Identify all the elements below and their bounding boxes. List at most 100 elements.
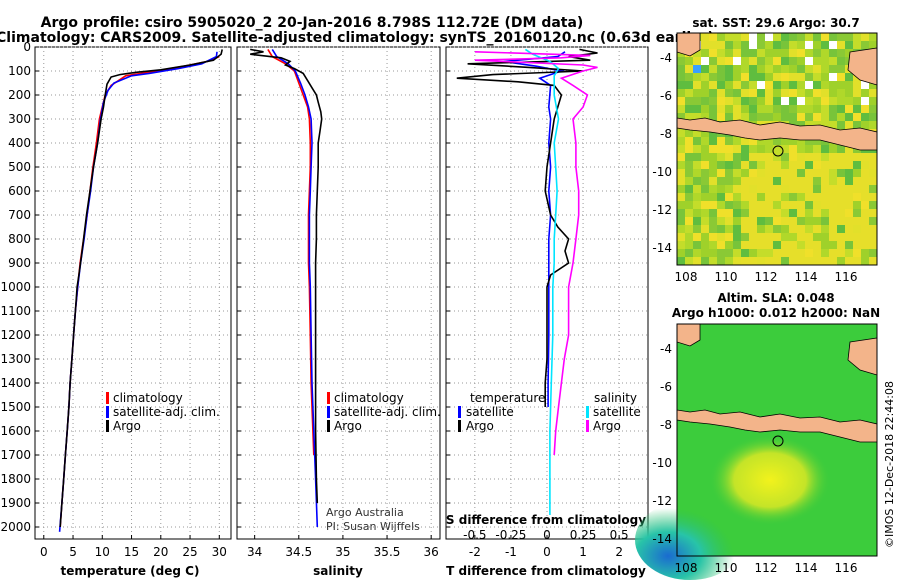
sst-cell — [717, 89, 725, 97]
sst-cell — [773, 257, 781, 265]
sst-cell — [845, 193, 853, 201]
sst-cell — [717, 33, 725, 41]
sst-cell — [797, 177, 805, 185]
sst-cell — [829, 209, 837, 217]
sst-cell — [693, 81, 701, 89]
s-diff-tick-label: -0.25 — [495, 528, 526, 542]
sst-cell — [829, 177, 837, 185]
sst-cell — [693, 89, 701, 97]
sst-cell — [733, 257, 741, 265]
sla-low-anomaly — [635, 500, 745, 580]
sla-map-frame — [676, 323, 878, 557]
map-y-tick-label: -10 — [652, 456, 672, 470]
map-y-tick-label: -8 — [660, 418, 672, 432]
sst-cell — [701, 41, 709, 49]
sst-cell — [845, 113, 853, 121]
sst-cell — [709, 137, 717, 145]
sst-cell — [813, 217, 821, 225]
legend-swatch-climatology — [106, 392, 109, 404]
temperature-axes-box — [34, 46, 232, 540]
sst-cell — [733, 113, 741, 121]
sst-cell — [709, 249, 717, 257]
sst-cell — [773, 49, 781, 57]
sst-cell — [749, 153, 757, 161]
sst-cell — [781, 41, 789, 49]
sst-cell — [757, 137, 765, 145]
sst-cell — [789, 89, 797, 97]
sst-cell — [757, 49, 765, 57]
sst-cell — [805, 81, 813, 89]
sst-cell — [749, 193, 757, 201]
sst-cell — [709, 81, 717, 89]
sst-cell — [749, 185, 757, 193]
sst-map-title: sat. SST: 29.6 Argo: 30.7 — [692, 16, 859, 30]
sst-cell — [741, 169, 749, 177]
sst-cell — [757, 57, 765, 65]
sst-cell — [821, 177, 829, 185]
sst-cell — [829, 113, 837, 121]
sst-cell — [733, 177, 741, 185]
sst-map-cells — [677, 33, 877, 265]
sst-cell — [749, 201, 757, 209]
sst-cell — [789, 209, 797, 217]
salinity-axes-box — [236, 46, 441, 540]
sst-cell — [709, 33, 717, 41]
sst-cell — [733, 73, 741, 81]
sst-cell — [781, 217, 789, 225]
sst-cell — [829, 161, 837, 169]
sst-cell — [725, 89, 733, 97]
sst-cell — [789, 49, 797, 57]
sst-cell — [757, 185, 765, 193]
series-line-climatology — [267, 48, 315, 456]
sst-cell — [741, 217, 749, 225]
sst-cell — [805, 153, 813, 161]
sst-cell — [765, 73, 773, 81]
sst-cell — [781, 193, 789, 201]
sst-cell — [749, 81, 757, 89]
y-tick-label: 1000 — [0, 280, 31, 294]
sst-cell — [789, 169, 797, 177]
sst-cell — [701, 241, 709, 249]
sst-cell — [813, 153, 821, 161]
sst-cell — [845, 225, 853, 233]
sst-cell — [821, 209, 829, 217]
sst-cell — [765, 249, 773, 257]
sst-cell — [789, 41, 797, 49]
sst-cell — [805, 145, 813, 153]
map-y-tick-label: -12 — [652, 494, 672, 508]
sst-cell — [797, 241, 805, 249]
sst-cell — [773, 105, 781, 113]
sst-cell — [829, 57, 837, 65]
sst-cell — [749, 145, 757, 153]
sst-cell — [845, 105, 853, 113]
sst-cell — [845, 185, 853, 193]
sst-cell — [789, 137, 797, 145]
sst-cell — [709, 185, 717, 193]
sst-cell — [853, 105, 861, 113]
sst-cell — [805, 89, 813, 97]
sst-cell — [677, 161, 685, 169]
sst-cell — [709, 49, 717, 57]
sst-cell — [829, 233, 837, 241]
sst-cell — [693, 137, 701, 145]
sst-cell — [725, 241, 733, 249]
sst-cell — [837, 233, 845, 241]
sst-cell — [829, 185, 837, 193]
sst-cell — [741, 89, 749, 97]
sst-cell — [861, 105, 869, 113]
sst-cell — [749, 233, 757, 241]
sst-cell — [797, 33, 805, 41]
y-tick-label: 1300 — [0, 352, 31, 366]
sst-cell — [733, 81, 741, 89]
sst-cell — [757, 177, 765, 185]
sst-cell — [749, 217, 757, 225]
sst-map: sat. SST: 29.6 Argo: 30.7 108 110 112 114 11… — [652, 16, 878, 284]
sst-cell — [829, 169, 837, 177]
sst-cell — [821, 257, 829, 265]
y-tick-label: 700 — [8, 208, 31, 222]
sst-cell — [781, 161, 789, 169]
sst-cell — [797, 225, 805, 233]
sst-cell — [781, 153, 789, 161]
sst-cell — [725, 153, 733, 161]
sst-cell — [853, 161, 861, 169]
